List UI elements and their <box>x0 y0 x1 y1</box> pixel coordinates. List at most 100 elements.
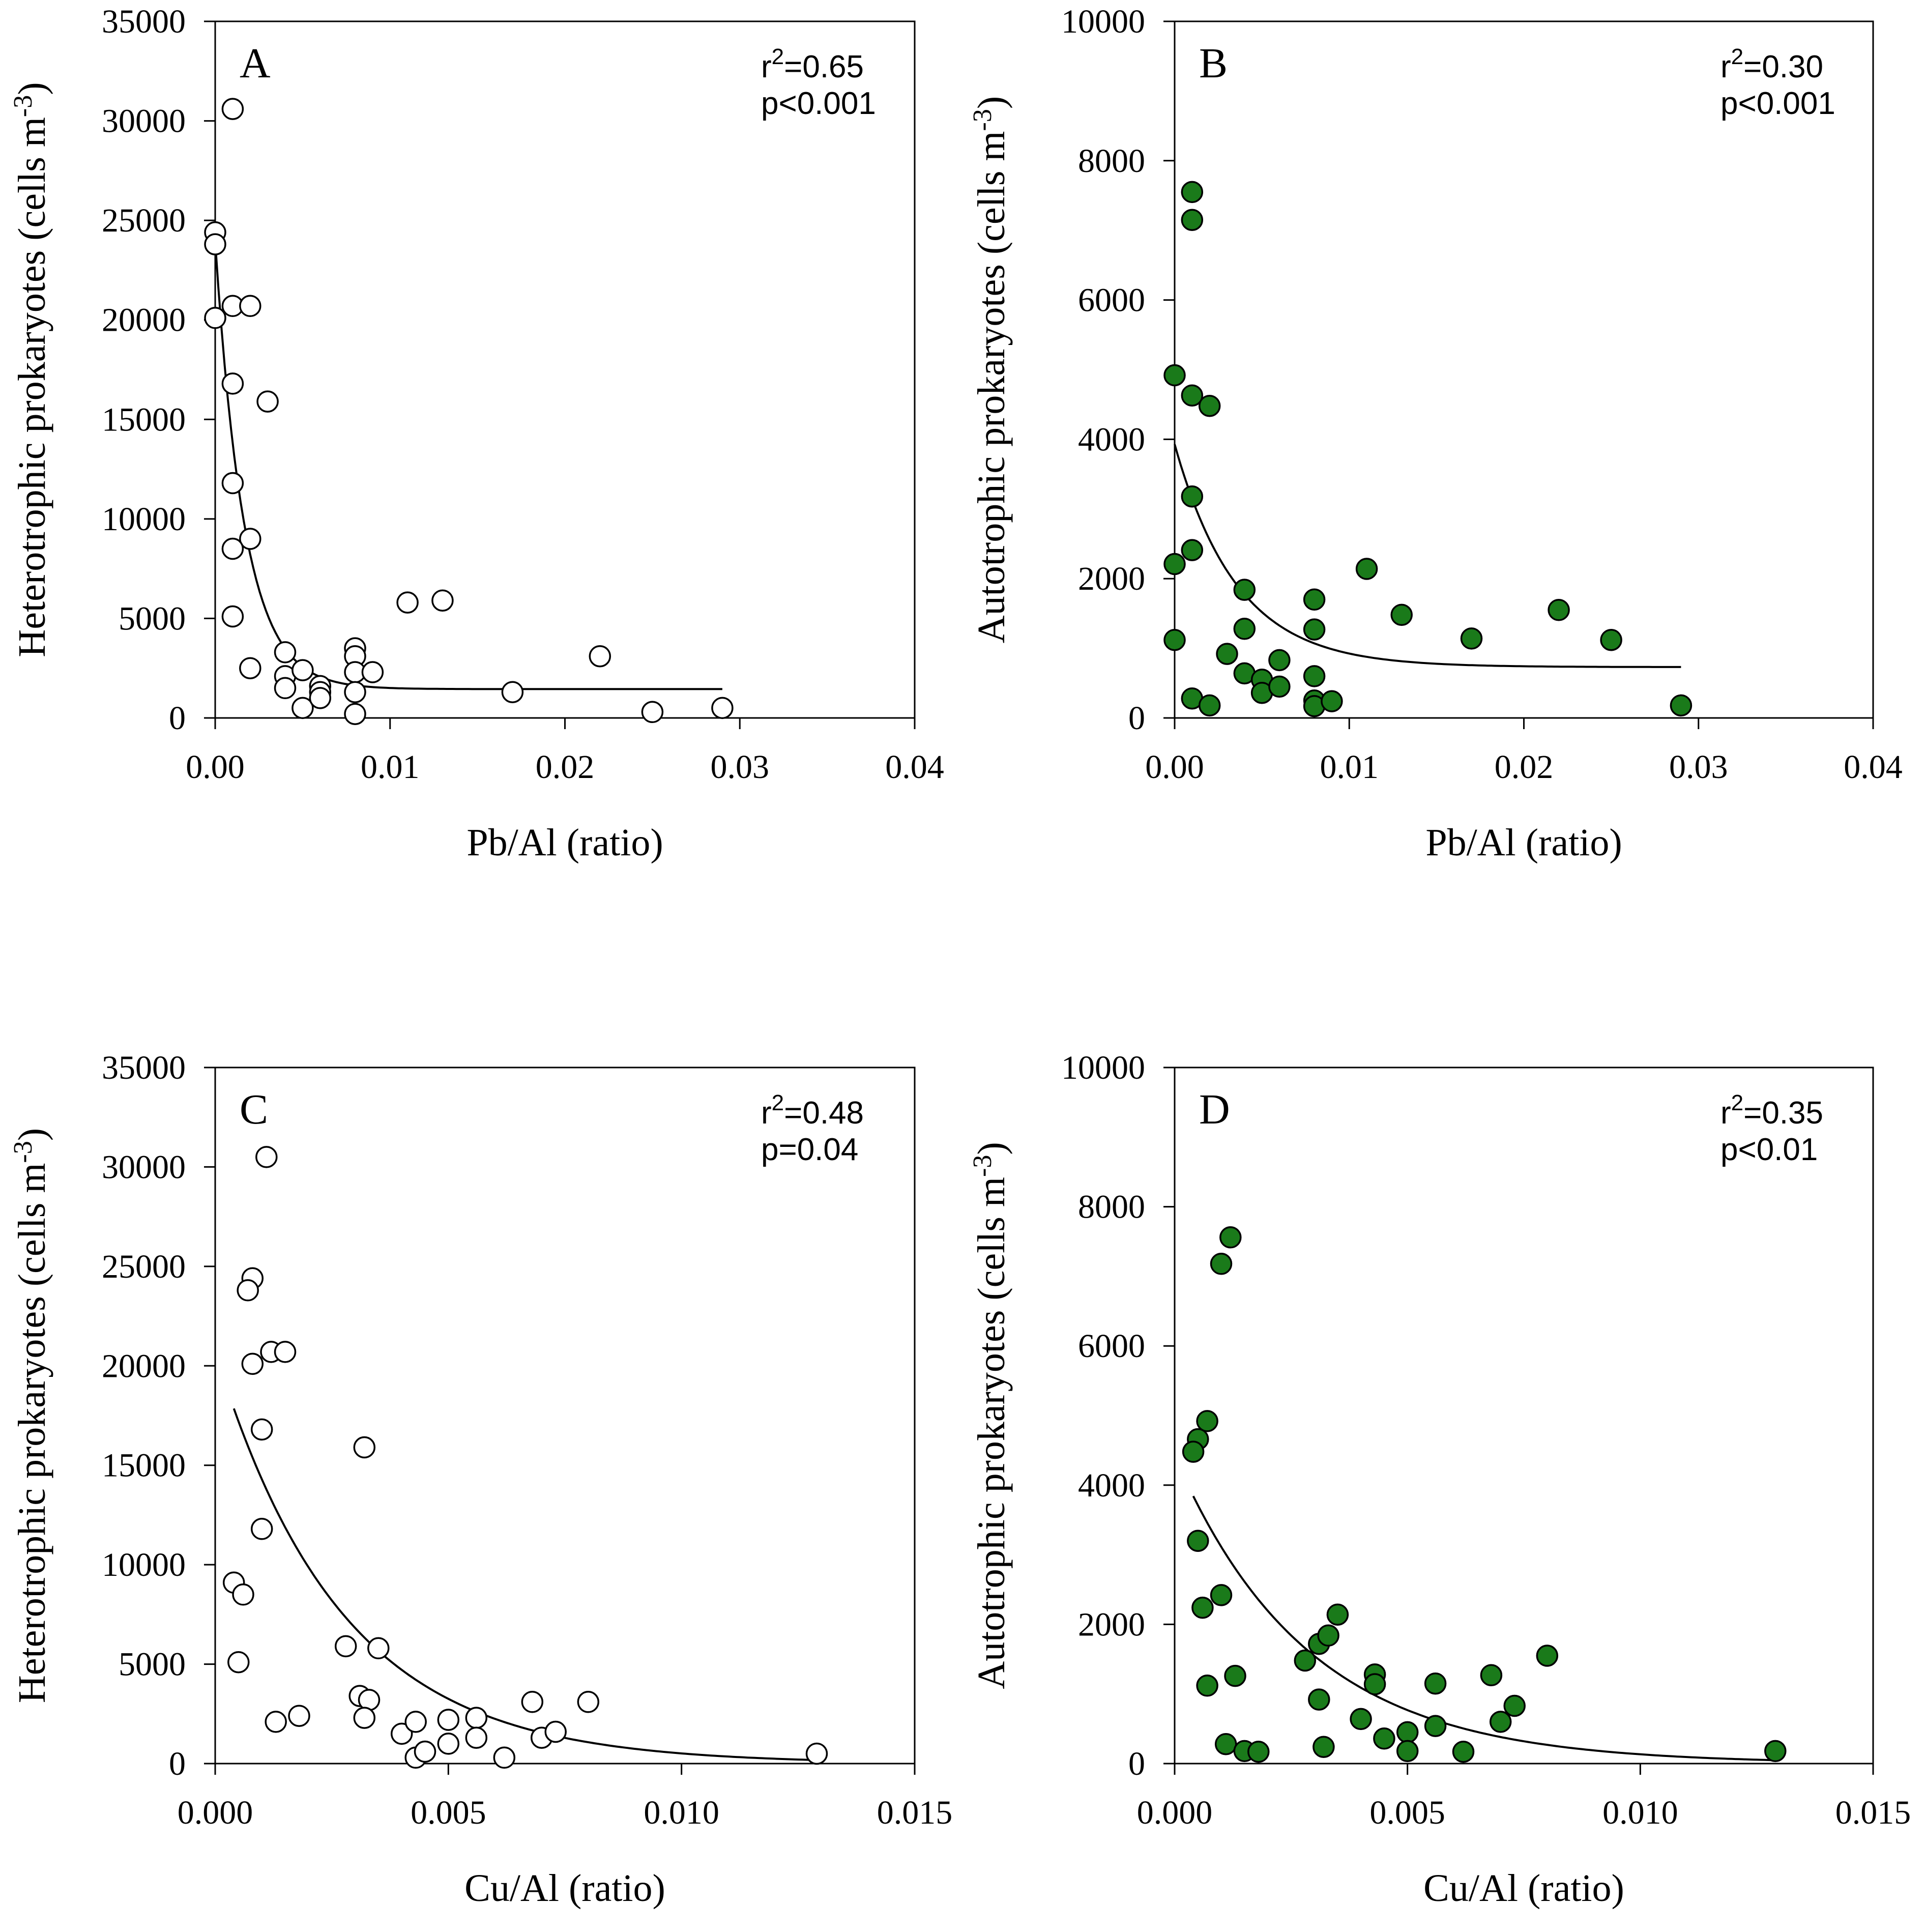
data-point <box>1181 384 1204 407</box>
data-point <box>274 677 297 700</box>
data-point <box>274 641 297 664</box>
data-point <box>309 687 332 709</box>
data-point <box>1452 1740 1475 1763</box>
y-tick-label: 5000 <box>119 600 186 637</box>
data-point <box>1216 643 1238 665</box>
panel-c: 0.000 0.005 0.010 0.015 0 5000 10000 15000 20000… <box>9 1049 952 1910</box>
data-point <box>493 1746 516 1769</box>
x-tick-label: 0.010 <box>644 1794 719 1831</box>
r-squared-prefix: r <box>761 1095 772 1131</box>
p-value-label: p=0.04 <box>761 1132 858 1167</box>
y-tick-label: 20000 <box>102 302 186 339</box>
data-point <box>641 701 664 724</box>
data-point <box>1326 1603 1349 1626</box>
y-tick-label: 35000 <box>102 1049 186 1086</box>
data-point <box>221 372 244 395</box>
data-point <box>390 1722 413 1745</box>
y-axis-title: Heterotrophic prokaryotes (cells m-3) <box>9 1128 53 1703</box>
y-tick-label: 25000 <box>102 202 186 239</box>
data-point <box>437 1709 460 1731</box>
data-point <box>1489 1711 1512 1733</box>
data-point <box>437 1733 460 1755</box>
y-axis-title-close: ) <box>970 1142 1013 1155</box>
data-point <box>1670 694 1693 717</box>
data-point <box>239 528 261 550</box>
y-axis-title: Autotrophic prokaryotes (cells m-3) <box>968 1142 1013 1689</box>
r-squared-value: =0.35 <box>1743 1095 1823 1131</box>
fit-curve <box>1174 444 1681 668</box>
data-point <box>1181 209 1204 231</box>
x-axis-title: Cu/Al (ratio) <box>1423 1867 1624 1910</box>
data-point <box>1163 364 1186 387</box>
data-point <box>1363 1673 1386 1695</box>
r-squared-label: r2=0.65 <box>761 44 864 84</box>
r-squared-value: =0.30 <box>1743 49 1823 84</box>
data-point <box>227 1651 250 1674</box>
data-point <box>204 307 226 329</box>
r-squared-sup: 2 <box>1731 1090 1743 1115</box>
data-point <box>589 645 611 668</box>
x-tick-label: 0.03 <box>711 748 770 786</box>
data-point <box>1268 649 1291 672</box>
fit-curve <box>232 1408 817 1762</box>
r-squared-value: =0.65 <box>784 49 864 84</box>
data-point <box>1424 1672 1447 1695</box>
y-axis-title: Autotrophic prokaryotes (cells m-3) <box>968 96 1013 643</box>
x-tick-label: 0.04 <box>885 748 944 786</box>
r-squared-value: =0.48 <box>784 1095 864 1131</box>
data-point <box>334 1635 357 1658</box>
x-tick-label: 0.00 <box>186 748 245 786</box>
y-tick-label: 30000 <box>102 1148 186 1186</box>
y-axis-title-close: ) <box>11 82 53 95</box>
y-tick-label: 6000 <box>1078 282 1145 319</box>
data-point <box>204 233 226 255</box>
y-tick-label: 0 <box>169 1745 186 1782</box>
x-tick-label: 0.03 <box>1669 748 1728 786</box>
p-value-label: p<0.001 <box>1720 86 1835 121</box>
panel-b: 0.00 0.01 0.02 0.03 0.04 0 2000 4000 6000 8000 100… <box>968 3 1903 864</box>
x-tick-label: 0.01 <box>361 748 420 786</box>
data-point <box>221 605 244 628</box>
data-point <box>404 1711 427 1733</box>
data-point <box>414 1740 436 1763</box>
y-axis-title-main: Autotrophic prokaryotes (cells m <box>970 131 1013 643</box>
r-squared-prefix: r <box>1720 49 1731 84</box>
y-tick-label: 0 <box>1128 700 1145 737</box>
y-axis-title-sup: -3 <box>968 109 997 131</box>
data-point <box>255 1146 278 1168</box>
data-point <box>291 659 314 681</box>
data-point <box>1396 1721 1419 1744</box>
y-axis-title-close: ) <box>970 96 1013 109</box>
data-point <box>1163 553 1186 575</box>
data-point <box>465 1726 488 1749</box>
x-tick-label: 0.005 <box>1369 1794 1445 1831</box>
x-tick-label: 0.015 <box>1835 1794 1911 1831</box>
y-tick-label: 2000 <box>1078 560 1145 597</box>
data-point <box>1321 690 1343 712</box>
r-squared-label: r2=0.48 <box>761 1090 864 1131</box>
x-axis-title: Pb/Al (ratio) <box>1425 821 1622 864</box>
r-squared-prefix: r <box>1720 1095 1731 1131</box>
data-point <box>353 1707 376 1729</box>
data-point <box>396 591 419 614</box>
y-tick-label: 0 <box>1128 1745 1145 1782</box>
data-point <box>1373 1727 1395 1750</box>
y-axis-title-main: Autotrophic prokaryotes (cells m <box>970 1177 1013 1689</box>
data-point <box>1600 628 1622 651</box>
data-point <box>501 681 524 703</box>
data-point <box>239 295 261 318</box>
y-axis-title-sup: -3 <box>9 95 38 117</box>
data-point <box>291 697 314 719</box>
data-point <box>1355 558 1378 580</box>
data-point <box>465 1707 488 1729</box>
y-tick-label: 30000 <box>102 103 186 140</box>
y-tick-label: 15000 <box>102 1447 186 1484</box>
data-point <box>1187 1530 1209 1552</box>
data-point <box>256 390 279 413</box>
r-squared-prefix: r <box>761 49 772 84</box>
data-point <box>1233 579 1256 601</box>
r-squared-label: r2=0.35 <box>1720 1090 1823 1131</box>
data-point <box>1308 1688 1330 1711</box>
data-point <box>1460 627 1483 650</box>
